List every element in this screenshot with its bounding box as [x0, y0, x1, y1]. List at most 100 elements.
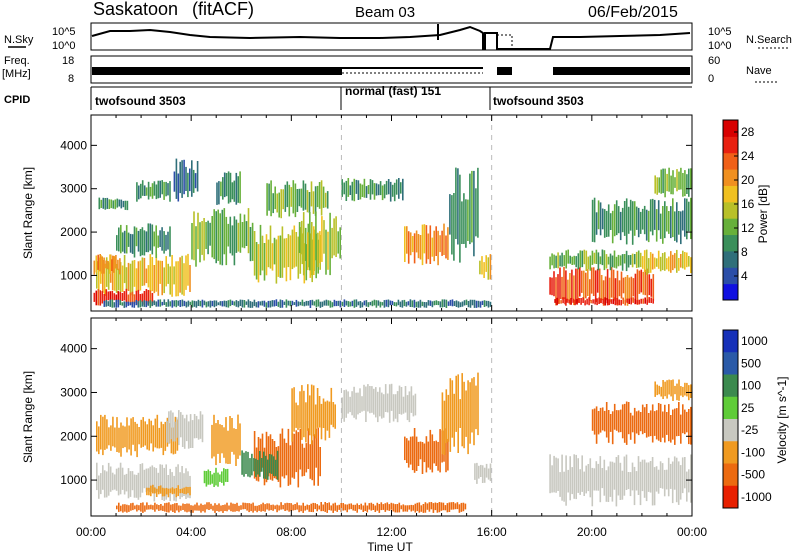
- velocity-cell: [185, 468, 187, 499]
- power-colorbar-swatch: [723, 136, 738, 154]
- velocity-cell: [386, 393, 389, 413]
- power-cell: [123, 301, 126, 308]
- velocity-cell: [569, 456, 571, 501]
- velocity-cell: [660, 386, 662, 397]
- power-cell: [584, 300, 586, 306]
- velocity-colorbar-swatch: [723, 330, 738, 353]
- velocity-cell: [233, 428, 235, 455]
- velocity-cell: [366, 505, 369, 513]
- power-cell: [305, 300, 308, 306]
- freq-tick-low: 8: [68, 73, 74, 85]
- power-cell: [201, 299, 204, 308]
- power-colorbar-swatch: [723, 169, 738, 186]
- velocity-cell: [195, 415, 198, 439]
- power-cell: [265, 234, 268, 276]
- velocity-cell: [440, 502, 443, 511]
- power-cell: [161, 227, 163, 251]
- power-cell: [553, 271, 555, 297]
- power-cell: [571, 256, 573, 265]
- velocity-cell: [315, 428, 317, 468]
- power-cell: [245, 221, 248, 246]
- power-cell: [107, 260, 109, 270]
- velocity-cell: [322, 398, 325, 428]
- power-cell: [592, 267, 595, 296]
- power-cell: [425, 225, 428, 264]
- power-cell: [267, 239, 270, 268]
- power-cell: [441, 230, 443, 256]
- power-cell: [283, 238, 286, 268]
- power-cell: [556, 297, 558, 306]
- power-cell: [566, 298, 568, 303]
- velocity-cell: [291, 432, 294, 478]
- velocity-cell: [653, 411, 656, 436]
- beam-title: Beam 03: [355, 4, 415, 21]
- velocity-cell: [599, 407, 602, 433]
- power-cell: [551, 277, 553, 296]
- velocity-cell: [290, 503, 292, 512]
- velocity-cell: [212, 505, 214, 511]
- velocity-cell: [557, 458, 559, 491]
- velocity-cell: [655, 410, 658, 440]
- velocity-cell: [268, 503, 270, 511]
- velocity-cell: [281, 428, 284, 477]
- velocity-cell: [272, 456, 275, 477]
- power-cell: [165, 302, 168, 307]
- velocity-cell: [411, 436, 414, 471]
- velocity-cell: [180, 505, 182, 511]
- power-cell: [481, 256, 483, 275]
- power-cell: [251, 301, 254, 308]
- velocity-cell: [100, 473, 102, 495]
- velocity-cell: [675, 457, 678, 503]
- power-cell: [135, 290, 138, 305]
- power-cell: [596, 298, 598, 306]
- velocity-cell: [457, 374, 459, 453]
- velocity-cell: [261, 433, 264, 468]
- power-cell: [611, 210, 614, 244]
- velocity-cell: [176, 417, 178, 438]
- power-cell: [629, 255, 632, 265]
- power-cell: [331, 227, 333, 259]
- power-cell: [455, 167, 457, 239]
- power-cell: [662, 206, 664, 244]
- velocity-cell: [215, 423, 217, 466]
- power-cell: [620, 271, 623, 299]
- velocity-cell: [310, 384, 313, 445]
- velocity-xticks: 00:00 04:00 08:00 12:00 16:00 20:00 00:00: [76, 525, 707, 539]
- velocity-cell: [136, 423, 138, 458]
- velocity-cell: [314, 404, 317, 439]
- power-cell: [678, 171, 680, 190]
- power-cell: [329, 300, 332, 308]
- power-cell: [397, 299, 400, 306]
- velocity-cell: [408, 391, 411, 423]
- velocity-cell: [265, 455, 267, 479]
- power-cell: [435, 226, 437, 256]
- power-cell: [611, 255, 614, 268]
- power-cell: [222, 177, 224, 200]
- velocity-cell: [192, 505, 194, 513]
- power-cell: [443, 223, 445, 255]
- velocity-cell: [165, 487, 168, 495]
- velocity-cell: [376, 502, 379, 511]
- power-cell: [223, 172, 226, 198]
- power-cell: [247, 208, 250, 254]
- power-cell: [674, 253, 676, 269]
- power-cell: [127, 232, 130, 247]
- power-cell: [655, 258, 658, 267]
- velocity-cell: [116, 417, 118, 452]
- velocity-cell: [129, 471, 132, 497]
- power-cell: [102, 197, 105, 209]
- velocity-cell: [424, 502, 427, 513]
- velocity-cell: [124, 426, 126, 448]
- velocity-cell: [367, 384, 369, 412]
- power-cell: [585, 272, 587, 299]
- power-cell: [123, 230, 126, 254]
- power-colorbar-tick-label: 28: [741, 125, 755, 139]
- power-cell: [453, 193, 455, 261]
- velocity-cell: [141, 463, 144, 493]
- freq-band-1: [92, 67, 342, 75]
- power-cell: [617, 254, 620, 267]
- power-cell: [209, 300, 212, 308]
- power-cell: [329, 212, 331, 276]
- power-cell: [653, 257, 656, 269]
- nave-tick-low: 0: [708, 73, 714, 85]
